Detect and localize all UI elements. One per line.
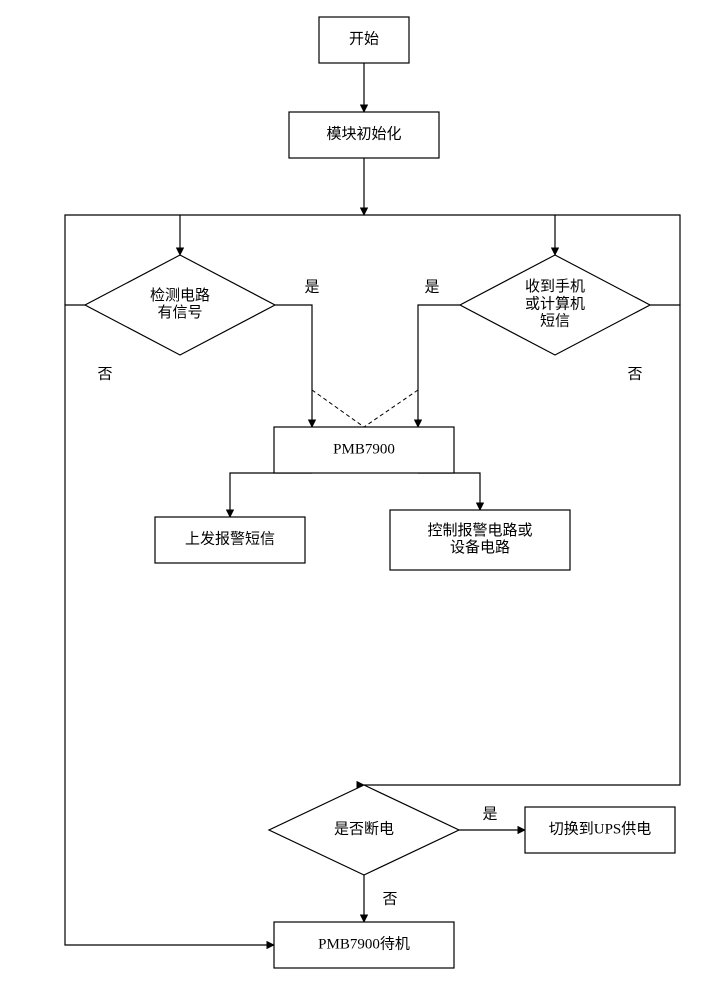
edge-8 [364,390,418,427]
power-label: 是否断电 [334,820,394,837]
node-standby: PMB7900待机 [274,922,454,968]
node-pmb: PMB7900 [274,427,454,473]
node-init: 模块初始化 [289,112,439,158]
start-label: 开始 [349,30,379,47]
edge-7 [312,390,364,427]
node-power: 是否断电 [269,785,459,875]
detect-label: 有信号 [157,304,202,321]
detect-label: 检测电路 [150,287,210,304]
edge-10 [418,473,480,510]
edge-9 [230,473,312,517]
receive-label: 或计算机 [525,294,585,312]
edge-5 [275,305,312,427]
pmb-label: PMB7900 [333,441,395,457]
edge-label-15: 是 [482,806,497,822]
edge-label-16: 否 [382,891,397,907]
control-label: 控制报警电路或 [427,522,532,539]
node-ups: 切换到UPS供电 [525,807,675,853]
init-label: 模块初始化 [326,125,401,142]
standby-label: PMB7900待机 [318,935,410,952]
ups-label: 切换到UPS供电 [549,820,652,837]
edge-6 [418,305,460,427]
edge-12 [65,215,85,305]
node-detect: 检测电路有信号 [85,255,275,355]
control-label: 设备电路 [450,539,510,556]
node-start: 开始 [319,17,409,63]
edge-label-5: 是 [304,279,319,295]
node-alarm: 上发报警短信 [155,517,305,563]
receive-label: 短信 [540,313,570,330]
edge-label-11: 否 [97,366,112,382]
nodes-layer: 开始模块初始化检测电路有信号 收到手机或计算机短信 PMB7900 上发报警短信 控制报… [85,17,675,968]
edge-label-6: 是 [424,279,439,295]
node-receive: 收到手机或计算机短信 [460,255,650,355]
edge-14 [650,215,680,305]
alarm-label: 上发报警短信 [185,530,275,547]
edge-11 [65,305,274,945]
receive-label: 收到手机 [525,278,585,295]
node-control: 控制报警电路或设备电路 [390,510,570,570]
edge-label-13: 否 [627,366,642,382]
